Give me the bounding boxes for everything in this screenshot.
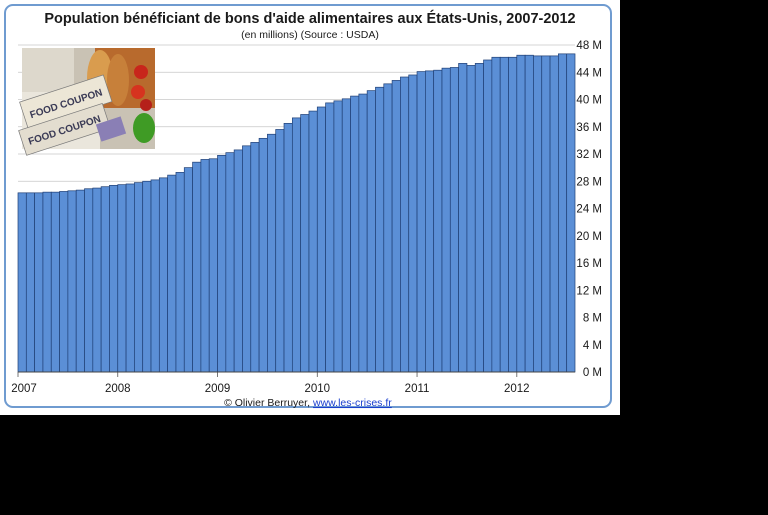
y-tick-label: 16 M	[576, 258, 602, 270]
bar	[400, 76, 410, 373]
bar	[425, 70, 435, 373]
bar	[42, 191, 52, 373]
y-tick-label: 44 M	[576, 67, 602, 79]
y-tick-label: 24 M	[576, 204, 602, 216]
bar	[499, 56, 509, 373]
bar	[375, 86, 385, 373]
chart-panel: Population bénéficiant de bons d'aide al…	[0, 0, 620, 415]
bar	[458, 63, 468, 373]
bar	[192, 161, 202, 373]
bar	[533, 55, 543, 373]
credit-link[interactable]: www.les-crises.fr	[312, 397, 392, 409]
bar	[258, 137, 268, 373]
bar	[491, 56, 501, 373]
bar	[283, 122, 293, 373]
x-tick-label: 2010	[304, 383, 330, 395]
credit-text: © Olivier Berruyer,	[224, 397, 310, 409]
bar	[391, 80, 401, 373]
y-tick-label: 36 M	[576, 122, 602, 134]
bar	[408, 74, 418, 373]
bar	[92, 187, 102, 373]
food-coupon-photo: FOOD COUPON FOOD COUPON	[18, 48, 155, 156]
x-tick-label: 2012	[504, 383, 530, 395]
bars	[17, 53, 576, 373]
bar	[50, 191, 60, 373]
bar	[541, 55, 551, 373]
bar	[175, 172, 185, 373]
bar	[75, 189, 85, 373]
bar	[242, 145, 252, 373]
chart: Population bénéficiant de bons d'aide al…	[11, 10, 602, 409]
bar	[524, 54, 534, 373]
bar	[150, 179, 160, 373]
bar	[566, 53, 576, 373]
bar	[466, 65, 476, 373]
bar	[233, 149, 243, 373]
y-tick-label: 28 M	[576, 176, 602, 188]
bar	[516, 54, 526, 373]
y-tick-label: 48 M	[576, 40, 602, 52]
bar	[308, 110, 318, 373]
bar	[474, 63, 484, 373]
bar	[333, 100, 343, 373]
bar	[341, 98, 351, 373]
bar	[17, 192, 27, 373]
bar	[558, 53, 568, 373]
bar	[449, 67, 459, 373]
x-axis-ticks: 2007 2008 2009 2010 2011 2012	[11, 371, 575, 395]
y-tick-label: 12 M	[576, 285, 602, 297]
bar	[508, 56, 518, 373]
bar	[34, 192, 44, 373]
bar	[84, 188, 94, 373]
bar	[67, 190, 77, 373]
bar	[200, 159, 210, 373]
bar	[549, 55, 559, 373]
bar	[167, 174, 177, 373]
chart-title: Population bénéficiant de bons d'aide al…	[44, 10, 575, 27]
bar	[134, 182, 144, 373]
bar	[383, 83, 393, 373]
bar	[25, 192, 35, 373]
bar	[109, 184, 119, 373]
bar	[275, 129, 285, 373]
y-tick-label: 40 M	[576, 95, 602, 107]
x-tick-label: 2008	[105, 383, 131, 395]
bar	[300, 114, 310, 373]
y-tick-label: 32 M	[576, 149, 602, 161]
bar	[358, 93, 368, 373]
bar	[217, 155, 227, 373]
y-tick-label: 4 M	[583, 340, 602, 352]
bar	[225, 152, 235, 373]
bar	[291, 117, 302, 373]
x-tick-label: 2009	[205, 383, 231, 395]
bar	[316, 106, 326, 373]
y-axis-ticks: 0 M 4 M 8 M 12 M 16 M 20 M 24 M 28 M 32 M 36 M 40 …	[576, 40, 602, 379]
y-tick-label: 8 M	[583, 313, 602, 325]
bar	[250, 142, 260, 373]
x-tick-label: 2011	[405, 383, 430, 395]
bar	[208, 158, 218, 373]
bar	[267, 133, 277, 373]
bar	[366, 90, 376, 373]
bar	[483, 59, 493, 373]
y-tick-label: 20 M	[576, 231, 602, 243]
bar	[350, 95, 360, 373]
y-tick-label: 0 M	[583, 367, 602, 379]
bar	[59, 191, 69, 373]
bar	[158, 177, 168, 373]
chart-subtitle: (en millions) (Source : USDA)	[241, 29, 379, 41]
bar	[183, 167, 193, 373]
bar	[325, 102, 335, 373]
bar	[433, 69, 443, 373]
bar	[416, 71, 426, 373]
bar	[142, 180, 152, 373]
bar	[117, 184, 127, 373]
x-tick-label: 2007	[11, 383, 37, 395]
bar	[125, 183, 135, 373]
bar	[441, 67, 451, 373]
bar	[100, 186, 110, 373]
